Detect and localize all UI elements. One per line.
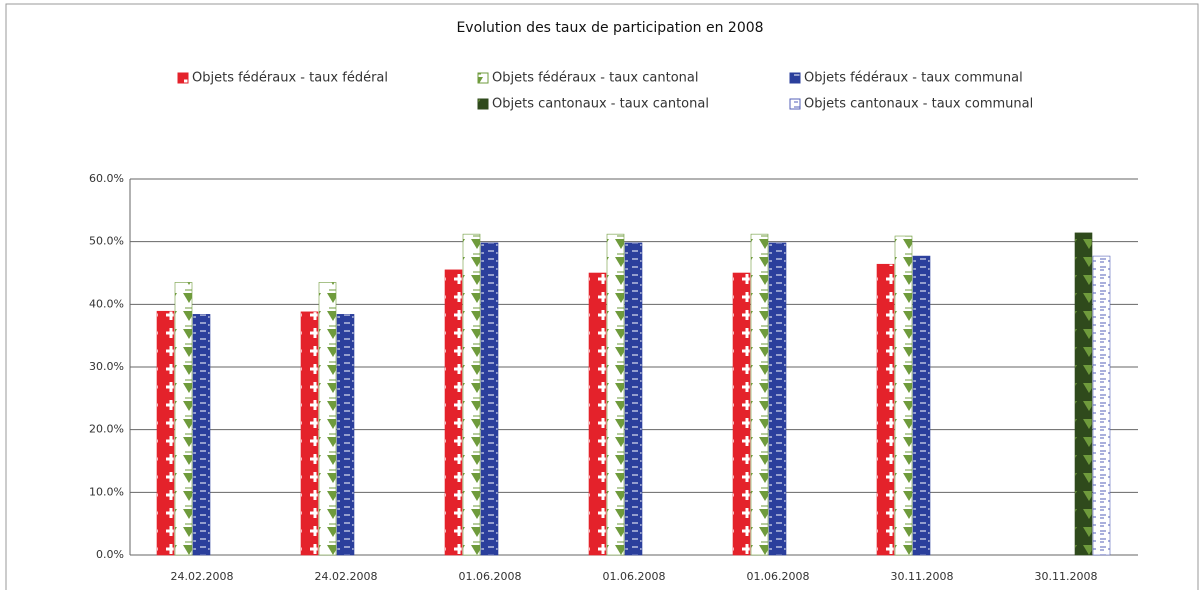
bar [336,314,355,556]
x-tick-label: 01.06.2008 [459,570,522,583]
bar [444,269,463,556]
legend-label: Objets cantonaux - taux communal [804,97,1033,112]
bar [156,310,175,556]
bar [876,263,895,556]
bar [174,282,193,556]
legend-label: Objets fédéraux - taux cantonal [492,71,698,86]
x-tick-label: 01.06.2008 [747,570,810,583]
y-tick-label: 0.0% [96,548,124,561]
y-tick-label: 40.0% [89,297,124,310]
x-tick-label: 01.06.2008 [603,570,666,583]
bar [192,314,211,556]
bar [1092,255,1111,556]
chart-title: Evolution des taux de participation en 2… [456,20,763,36]
y-tick-label: 30.0% [89,360,124,373]
frame [5,3,1199,590]
legend-swatch [177,72,189,84]
bar [1074,232,1093,556]
x-tick-label: 30.11.2008 [1035,570,1098,583]
y-tick-label: 50.0% [89,235,124,248]
legend-swatch [789,72,801,84]
bar [480,242,499,556]
y-tick-label: 60.0% [89,172,124,185]
x-tick-label: 24.02.2008 [171,570,234,583]
bar [318,282,337,556]
bar [606,233,625,556]
bar [894,235,913,556]
y-tick-label: 20.0% [89,423,124,436]
legend-label: Objets fédéraux - taux communal [804,71,1023,86]
bar [732,272,751,556]
x-tick-label: 30.11.2008 [891,570,954,583]
x-tick-label: 24.02.2008 [315,570,378,583]
legend-label: Objets fédéraux - taux fédéral [192,71,388,86]
legend-label: Objets cantonaux - taux cantonal [492,97,709,112]
bar [750,233,769,556]
legend-swatch [789,98,801,110]
bar [588,272,607,556]
bar [300,311,319,556]
bar [768,242,787,556]
bar [912,255,931,556]
legend-swatch [477,72,489,84]
bar [624,242,643,556]
y-tick-label: 10.0% [89,485,124,498]
bar [462,233,481,556]
legend-swatch [477,98,489,110]
